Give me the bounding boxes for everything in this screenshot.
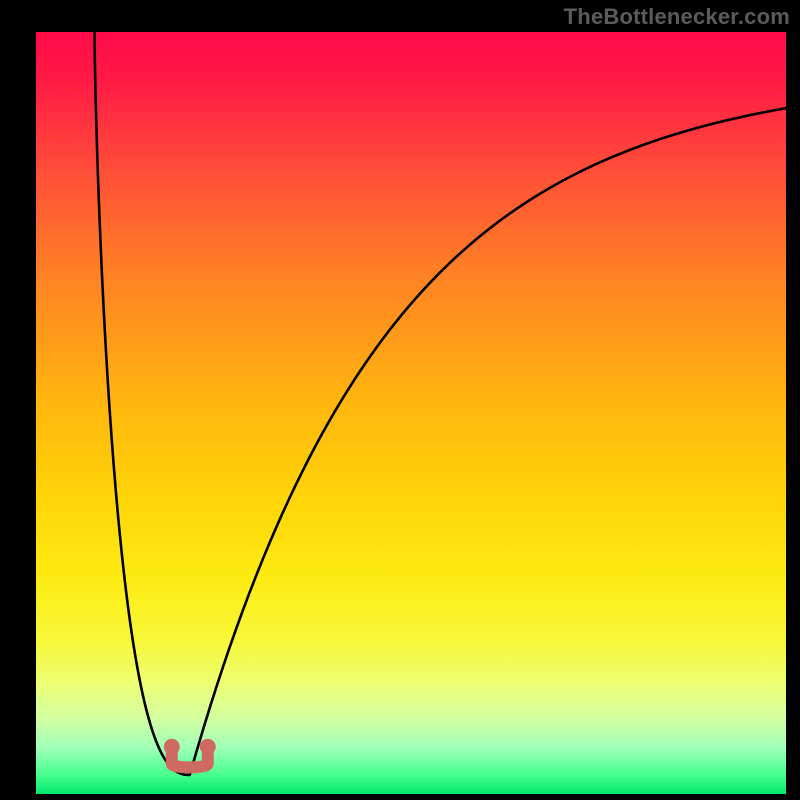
stage: TheBottlenecker.com (0, 0, 800, 800)
gradient-background (36, 32, 786, 794)
watermark-text: TheBottlenecker.com (564, 4, 790, 30)
bottleneck-chart (0, 0, 800, 800)
dip-marker-endcap-right (200, 739, 216, 755)
dip-marker-endcap-left (164, 739, 180, 755)
